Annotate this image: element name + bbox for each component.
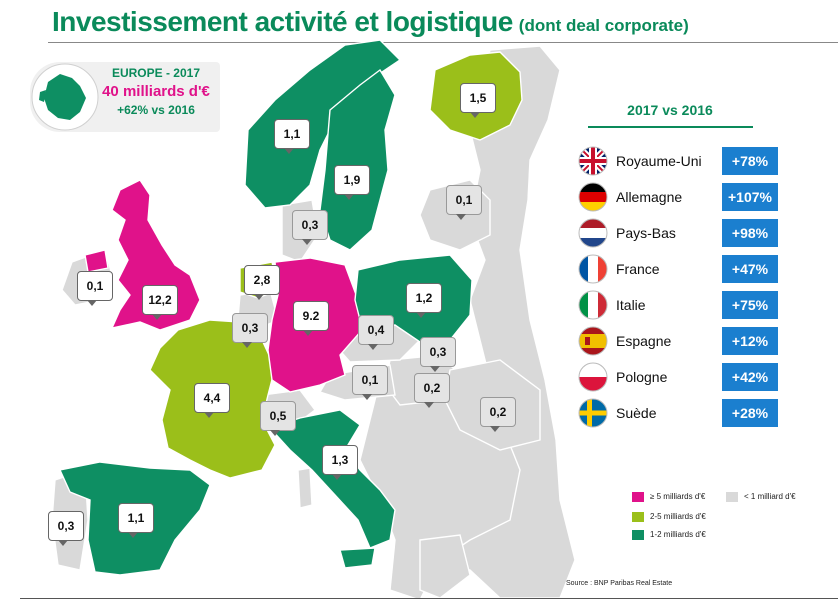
italy-flag-icon [578,290,608,320]
legend-grey-label: < 1 milliard d'€ [744,492,796,502]
callout-switzerland: 0,5 [260,401,296,436]
callout-ireland: 0,1 [77,271,113,306]
legend-lime-label: 2-5 milliards d'€ [650,512,706,522]
row-country: Italie [616,297,646,313]
sardinia-land [297,467,313,509]
germany-flag-icon [578,182,608,212]
title-rule [48,42,838,43]
sweden-flag-icon [578,398,608,428]
title-main: Investissement activité et logistique [52,6,513,37]
callout-spain: 1,1 [118,503,154,538]
source-note: Source : BNP Paribas Real Estate [566,580,673,587]
legend-pink: ≥ 5 milliards d'€ [632,492,705,502]
row-change: +12% [722,327,778,355]
callout-finland: 1,5 [460,83,496,118]
callout-norway: 1,1 [274,119,310,154]
callout-portugal: 0,3 [48,511,84,546]
legend-green: 1-2 milliards d'€ [632,530,706,540]
callout-czechia: 0,4 [358,315,394,350]
panel-row: Royaume-Uni +78% [578,146,778,176]
row-change: +42% [722,363,778,391]
legend-lime-swatch [632,512,644,522]
europe-total: 40 milliards d'€ [102,83,210,100]
panel-row: Italie +75% [578,290,778,320]
row-country: Royaume-Uni [616,153,702,169]
callout-germany: 9.2 [293,301,329,336]
europe-growth: +62% vs 2016 [117,103,195,117]
legend-pink-swatch [632,492,644,502]
legend-green-label: 1-2 milliards d'€ [650,530,706,540]
comparison-panel: 2017 vs 2016 Royaume-Uni +78% Allemagne … [570,96,800,428]
sicily-land [339,547,376,569]
panel-row: France +47% [578,254,778,284]
spain-flag-icon [578,326,608,356]
legend-grey-swatch [726,492,738,502]
callout-poland: 1,2 [406,283,442,318]
callout-sweden: 1,9 [334,165,370,200]
callout-france: 4,4 [194,383,230,418]
europe-summary-text: EUROPE - 2017 40 milliards d'€ +62% vs 2… [96,66,216,117]
row-country: Espagne [616,333,672,349]
panel-row: Espagne +12% [578,326,778,356]
callout-austria: 0,1 [352,365,388,400]
panel-title: 2017 vs 2016 [627,102,713,118]
row-country: Pologne [616,369,668,385]
title-sub: (dont deal corporate) [518,16,689,35]
row-change: +98% [722,219,778,247]
row-change: +28% [722,399,778,427]
northern-ireland-land [84,249,109,273]
uk-land [110,179,201,331]
legend-grey: < 1 milliard d'€ [726,492,796,502]
row-country: Allemagne [616,189,683,205]
row-country: Pays-Bas [616,225,676,241]
row-change: +78% [722,147,778,175]
legend-green-swatch [632,530,644,540]
callout-netherlands: 2,8 [244,265,280,300]
legend-pink-label: ≥ 5 milliards d'€ [650,492,706,502]
panel-row: Pays-Bas +98% [578,218,778,248]
page-title: Investissement activité et logistique (do… [52,6,689,38]
europe-label: EUROPE - 2017 [111,66,201,80]
callout-denmark: 0,3 [292,210,328,245]
callout-belgium: 0,3 [232,313,268,348]
callout-slovakia: 0,3 [420,337,456,372]
callout-romania: 0,2 [480,397,516,432]
panel-row: Suède +28% [578,398,778,428]
poland-flag-icon [578,362,608,392]
panel-rule [588,126,753,128]
panel-row: Allemagne +107% [578,182,778,212]
france-flag-icon [578,254,608,284]
row-change: +107% [722,183,778,211]
bottom-rule [20,598,838,599]
callout-baltics: 0,1 [446,185,482,220]
callout-uk: 12,2 [142,285,178,320]
row-country: France [616,261,660,277]
europe-globe-icon [31,63,99,131]
row-change: +47% [722,255,778,283]
callout-hungary: 0,2 [414,373,450,408]
netherlands-flag-icon [578,218,608,248]
row-change: +75% [722,291,778,319]
row-country: Suède [616,405,657,421]
callout-italy: 1,3 [322,445,358,480]
legend-lime: 2-5 milliards d'€ [632,512,706,522]
uk-flag-icon [578,146,608,176]
panel-row: Pologne +42% [578,362,778,392]
greece-land [419,534,471,599]
